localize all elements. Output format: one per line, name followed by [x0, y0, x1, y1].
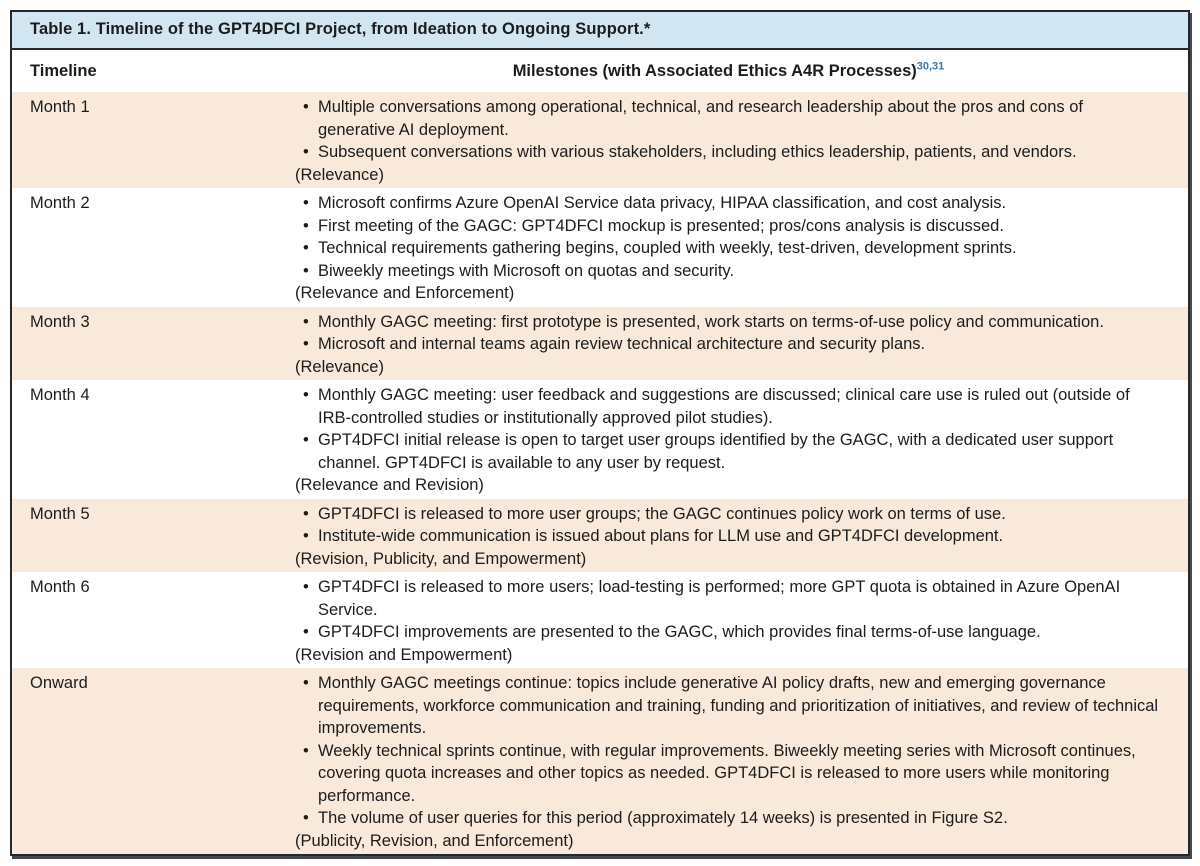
bullet-icon: • [303, 741, 309, 760]
milestone-bullet: • Microsoft confirms Azure OpenAI Service… [295, 192, 1162, 215]
timeline-label: Month 6 [30, 578, 90, 596]
citation-superscript: 30,31 [916, 60, 945, 73]
milestone-bullet: • Subsequent conversations with various s… [295, 141, 1162, 164]
bullet-icon: • [303, 527, 309, 545]
milestone-list: • GPT4DFCI is released to more user group… [295, 503, 1162, 548]
milestone-bullet: • Microsoft and internal teams again revi… [295, 333, 1162, 356]
bullet-icon: • [303, 386, 309, 404]
bullet-icon: • [303, 809, 309, 827]
timeline-label: Month 3 [30, 312, 90, 331]
column-header-milestones: Milestones (with Associated Ethics A4R P… [295, 60, 1188, 81]
ethics-process-label: (Relevance) [295, 357, 384, 376]
table-column-header-row: Timeline Milestones (with Associated Eth… [12, 50, 1188, 92]
milestones-cell: • Monthly GAGC meetings continue: topics … [295, 672, 1188, 852]
timeline-label: Onward [30, 674, 88, 692]
table-row: Month 5 • GPT4DFCI is released to more us… [12, 498, 1188, 572]
milestone-list: • Monthly GAGC meetings continue: topics … [295, 672, 1162, 830]
bullet-icon: • [303, 98, 309, 116]
bullet-icon: • [303, 674, 309, 692]
bullet-icon: • [303, 239, 309, 257]
bullet-icon: • [303, 143, 309, 161]
bullet-icon: • [303, 431, 309, 449]
ethics-process-label: (Relevance and Enforcement) [295, 284, 515, 302]
table-row: Month 3 • Monthly GAGC meeting: first pro… [12, 306, 1188, 380]
milestones-cell: • Microsoft confirms Azure OpenAI Service… [295, 192, 1188, 305]
table-row: Month 2 • Microsoft confirms Azure OpenAI… [12, 188, 1188, 307]
milestones-cell: • Monthly GAGC meeting: user feedback and… [295, 384, 1188, 497]
ethics-process-label: (Publicity, Revision, and Enforcement) [295, 831, 574, 850]
ethics-process-label: (Relevance) [295, 165, 384, 184]
milestone-bullet: • GPT4DFCI improvements are presented to … [295, 621, 1162, 644]
milestone-list: • Multiple conversations among operationa… [295, 96, 1162, 164]
milestones-cell: • Multiple conversations among operationa… [295, 96, 1188, 186]
milestone-bullet: • The volume of user queries for this per… [295, 807, 1162, 830]
milestone-bullet: • Weekly technical sprints continue, with… [303, 741, 1136, 805]
timeline-label: Month 1 [30, 98, 90, 116]
table-row: Month 1 • Multiple conversations among op… [12, 92, 1188, 188]
bullet-icon: • [303, 261, 309, 280]
table-row: Month 6 • GPT4DFCI is released to more us… [12, 572, 1188, 668]
milestone-bullet: • GPT4DFCI initial release is open to tar… [303, 431, 1114, 472]
table-title: Table 1. Timeline of the GPT4DFCI Projec… [12, 12, 1188, 50]
milestone-bullet: • Monthly GAGC meeting: first prototype i… [295, 311, 1162, 334]
bullet-icon: • [303, 216, 309, 235]
bullet-icon: • [303, 623, 309, 641]
milestone-bullet: • GPT4DFCI is released to more user group… [295, 503, 1162, 526]
milestone-bullet: • Biweekly meetings with Microsoft on quo… [295, 260, 1162, 283]
table-1-card: Table 1. Timeline of the GPT4DFCI Projec… [10, 10, 1190, 856]
milestones-cell: • Monthly GAGC meeting: first prototype i… [295, 311, 1188, 379]
milestone-list: • Microsoft confirms Azure OpenAI Service… [295, 192, 1162, 282]
timeline-label: Month 2 [30, 194, 90, 212]
milestones-cell: • GPT4DFCI is released to more users; loa… [295, 576, 1188, 666]
milestone-bullet: • First meeting of the GAGC: GPT4DFCI moc… [295, 215, 1162, 238]
milestone-bullet: • Multiple conversations among operationa… [303, 98, 1083, 139]
bullet-icon: • [303, 504, 309, 523]
timeline-label: Month 4 [30, 386, 90, 404]
table-body: Month 1 • Multiple conversations among op… [12, 92, 1188, 854]
milestone-bullet: • Monthly GAGC meeting: user feedback and… [303, 386, 1130, 427]
column-header-timeline: Timeline [30, 62, 97, 80]
milestone-list: • GPT4DFCI is released to more users; loa… [295, 576, 1162, 644]
bullet-icon: • [303, 578, 309, 596]
milestone-bullet: • Institute-wide communication is issued … [295, 525, 1162, 548]
bullet-icon: • [303, 335, 309, 353]
milestone-bullet: • GPT4DFCI is released to more users; loa… [303, 578, 1121, 619]
milestone-list: • Monthly GAGC meeting: user feedback and… [295, 384, 1162, 474]
milestone-bullet: • Monthly GAGC meetings continue: topics … [303, 674, 1159, 737]
ethics-process-label: (Relevance and Revision) [295, 476, 484, 494]
timeline-label: Month 5 [30, 504, 90, 523]
table-row: Onward • Monthly GAGC meetings continue: … [12, 668, 1188, 854]
column-header-milestones-label: Milestones (with Associated Ethics A4R P… [512, 62, 917, 80]
ethics-process-label: (Revision, Publicity, and Empowerment) [295, 549, 587, 568]
milestones-cell: • GPT4DFCI is released to more user group… [295, 503, 1188, 571]
table-row: Month 4 • Monthly GAGC meeting: user feed… [12, 380, 1188, 499]
ethics-process-label: (Revision and Empowerment) [295, 645, 513, 664]
bullet-icon: • [303, 194, 309, 212]
milestone-list: • Monthly GAGC meeting: first prototype i… [295, 311, 1162, 356]
milestone-bullet: • Technical requirements gathering begins… [295, 237, 1162, 260]
bullet-icon: • [303, 312, 309, 331]
